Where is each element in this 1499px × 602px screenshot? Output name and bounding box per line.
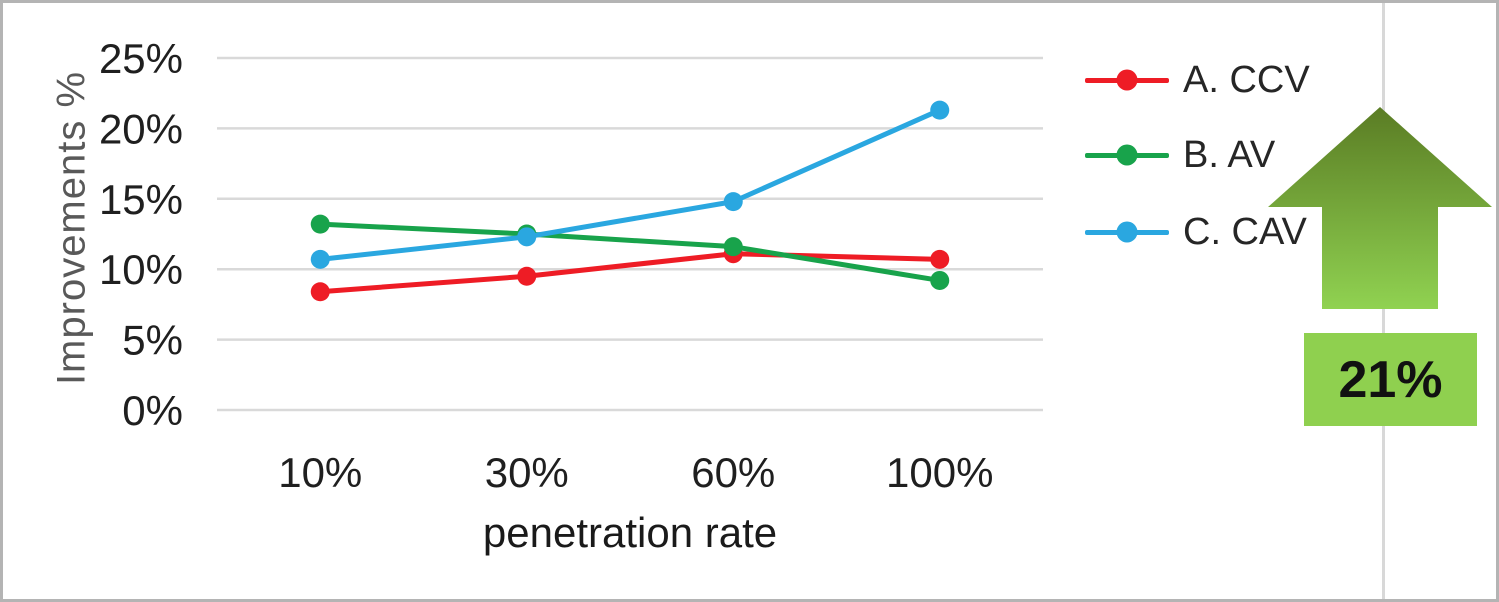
- gridlines: [217, 56, 1043, 412]
- line-chart: 0% 5% 10% 15% 20% 25% 10% 30% 60% 100%: [99, 35, 1043, 496]
- up-arrow-icon: [1268, 107, 1492, 309]
- improvement-badge: 21%: [1304, 333, 1477, 426]
- x-axis-title: penetration rate: [482, 509, 778, 556]
- y-tick-label: 15%: [99, 176, 183, 223]
- x-tick-label: 60%: [691, 449, 775, 496]
- y-tick-label: 20%: [99, 105, 183, 152]
- data-point: [930, 270, 950, 290]
- up-arrow-shape: [1268, 107, 1492, 309]
- data-point: [310, 282, 330, 302]
- y-tick-label: 25%: [99, 35, 183, 82]
- data-point: [723, 192, 743, 212]
- x-tick-label: 10%: [278, 449, 362, 496]
- y-tick-label: 5%: [122, 317, 183, 364]
- x-tick-label: 100%: [886, 449, 993, 496]
- data-point: [310, 214, 330, 234]
- y-tick-label: 10%: [99, 246, 183, 293]
- data-point: [723, 237, 743, 257]
- x-tick-label: 30%: [485, 449, 569, 496]
- data-point: [930, 100, 950, 120]
- data-point: [930, 249, 950, 269]
- y-axis-tick-labels: 0% 5% 10% 15% 20% 25%: [99, 35, 183, 434]
- y-tick-label: 0%: [122, 387, 183, 434]
- data-point: [310, 249, 330, 269]
- data-point: [517, 266, 537, 286]
- data-point: [517, 227, 537, 247]
- x-axis-tick-labels: 10% 30% 60% 100%: [278, 449, 993, 496]
- series-c-cav: [310, 100, 950, 269]
